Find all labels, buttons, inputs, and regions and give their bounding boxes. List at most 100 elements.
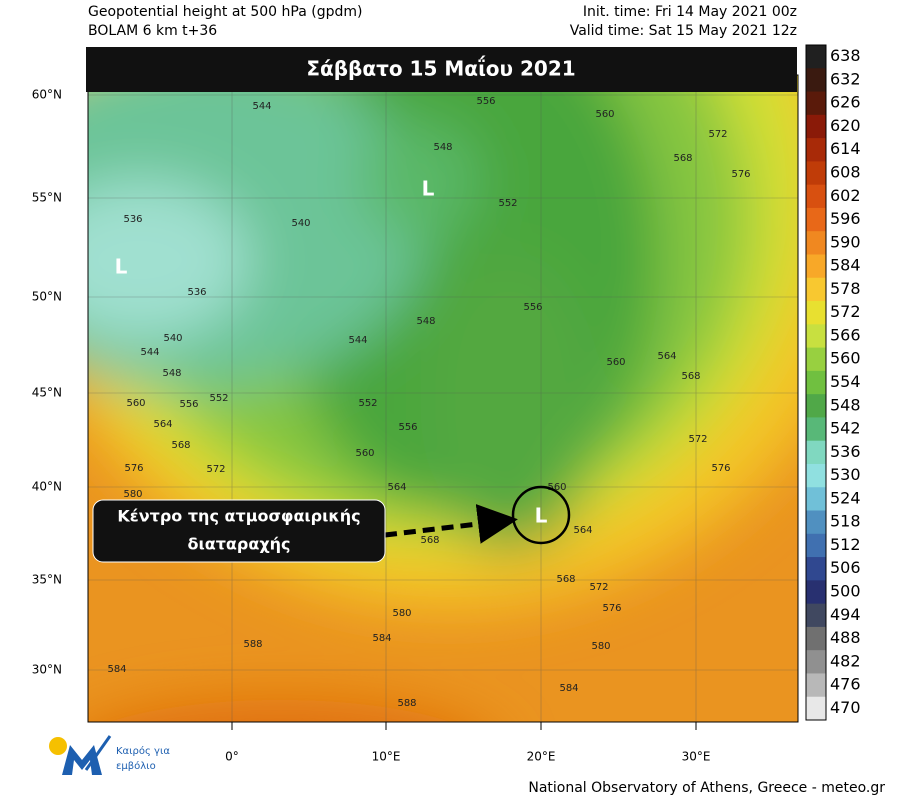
contour-label: 560 (595, 109, 614, 120)
colorbar-label: 488 (830, 628, 861, 647)
colorbar-band (806, 277, 826, 302)
lat-label: 50°N (32, 290, 62, 304)
colorbar-band (806, 394, 826, 418)
colorbar-label: 494 (830, 605, 861, 624)
contour-label: 580 (392, 608, 411, 619)
logo: Καιρός για εμβόλιο (49, 735, 170, 775)
colorbar-label: 620 (830, 116, 861, 135)
contour-label: 576 (731, 169, 750, 180)
colorbar-label: 524 (830, 488, 861, 507)
colorbar-band (806, 603, 826, 628)
init-time: Init. time: Fri 14 May 2021 00z (583, 4, 797, 20)
colorbar-band (806, 533, 826, 558)
colorbar-band (806, 254, 826, 279)
footer: National Observatory of Athens, Greece -… (528, 780, 885, 796)
colorbar-band (806, 91, 826, 116)
lat-label: 35°N (32, 573, 62, 587)
colorbar-label: 476 (830, 675, 861, 694)
contour-label: 552 (498, 198, 517, 209)
colorbar-band (806, 650, 826, 674)
colorbar-label: 542 (830, 419, 861, 438)
colorbar-band (806, 580, 826, 605)
contour-label: 544 (140, 347, 159, 358)
lon-label: 30°E (682, 750, 711, 764)
contour-label: 564 (387, 482, 406, 493)
contour-label: 556 (398, 422, 417, 433)
contour-label: 572 (688, 434, 707, 445)
contour-label: 584 (559, 683, 578, 694)
colorbar-band (806, 440, 826, 465)
colorbar-label: 548 (830, 395, 861, 414)
colorbar-band (806, 510, 826, 535)
lon-label: 10°E (372, 750, 401, 764)
colorbar-label: 518 (830, 512, 861, 531)
header-title: Geopotential height at 500 hPa (gpdm) (88, 4, 362, 20)
contour-label: 580 (123, 489, 142, 500)
colorbar-label: 608 (830, 163, 861, 182)
contour-label: 548 (433, 142, 452, 153)
contour-label: 560 (355, 448, 374, 459)
contour-label: 540 (291, 218, 310, 229)
colorbar-label: 530 (830, 465, 861, 484)
colorbar-label: 614 (830, 139, 861, 158)
colorbar-label: 596 (830, 209, 861, 228)
lat-label: 40°N (32, 480, 62, 494)
contour-label: 572 (708, 129, 727, 140)
colorbar-label: 578 (830, 279, 861, 298)
colorbar-label: 506 (830, 558, 861, 577)
lat-label: 45°N (32, 386, 62, 400)
banner: Σάββατο 15 Μαΐου 2021 (306, 56, 575, 81)
colorbar-band (806, 231, 826, 255)
low-marker: L (115, 255, 128, 279)
colorbar-band (806, 114, 826, 139)
colorbar-label: 590 (830, 232, 861, 251)
colorbar-label: 584 (830, 256, 861, 275)
contour-label: 588 (243, 639, 262, 650)
colorbar-label: 566 (830, 325, 861, 344)
logo-text: εμβόλιο (116, 760, 156, 772)
colorbar-label: 572 (830, 302, 861, 321)
contour-label: 556 (523, 302, 542, 313)
contour-label: 548 (162, 368, 181, 379)
lat-label: 55°N (32, 191, 62, 205)
low-marker: L (422, 177, 435, 201)
contour-label: 572 (206, 464, 225, 475)
contour-label: 584 (372, 633, 391, 644)
colorbar-band (806, 696, 826, 721)
contour-label: 576 (602, 603, 621, 614)
valid-time: Valid time: Sat 15 May 2021 12z (570, 23, 797, 39)
lat-label: 30°N (32, 663, 62, 677)
contour-label: 544 (348, 335, 367, 346)
colorbar-band (806, 68, 826, 93)
colorbar-band (806, 324, 826, 349)
colorbar-label: 536 (830, 442, 861, 461)
colorbar-band (806, 673, 826, 698)
contour-label: 568 (171, 440, 190, 451)
colorbar-label: 560 (830, 349, 861, 368)
colorbar-band (806, 184, 826, 209)
contour-label: 568 (681, 371, 700, 382)
banner-box (86, 47, 797, 92)
colorbar-label: 626 (830, 93, 861, 112)
logo-text: Καιρός για (116, 745, 170, 757)
contour-label: 580 (591, 641, 610, 652)
contour-label: 536 (123, 214, 142, 225)
contour-label: 564 (573, 525, 592, 536)
contour-label: 556 (179, 399, 198, 410)
contour-label: 556 (476, 96, 495, 107)
colorbar-label: 482 (830, 651, 861, 670)
annotation-box (92, 499, 386, 563)
contour-label: 540 (163, 333, 182, 344)
colorbar-label: 512 (830, 535, 861, 554)
annotation-line: Κέντρο της ατμοσφαιρικής (117, 507, 360, 526)
contour-label: 552 (358, 398, 377, 409)
lon-label: 20°E (527, 750, 556, 764)
contour-label: 568 (420, 535, 439, 546)
colorbar-band (806, 557, 826, 581)
arrow (384, 504, 518, 544)
colorbar-band (806, 45, 826, 69)
colorbar-band (806, 417, 826, 442)
contour-label: 568 (556, 574, 575, 585)
